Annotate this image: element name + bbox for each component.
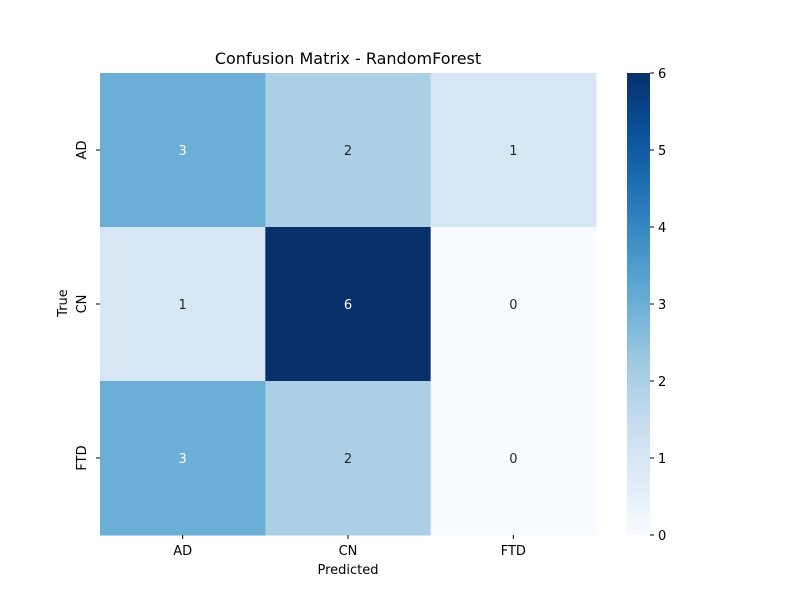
colorbar-tick-label: 6 (658, 67, 666, 82)
cell-annotation: 3 (179, 144, 187, 159)
cell-annotation: 2 (344, 452, 352, 467)
x-tick-label: FTD (501, 544, 526, 559)
colorbar-tick-label: 2 (658, 375, 666, 390)
cell-annotation: 0 (509, 452, 517, 467)
heatmap-cell-ftd-cn (265, 381, 432, 536)
colorbar-tick-label: 5 (658, 144, 666, 159)
x-tick-label: CN (339, 544, 358, 559)
heatmap-cell-ad-ftd (430, 73, 597, 228)
x-axis-label: Predicted (317, 563, 378, 578)
y-axis: AD CN FTD (75, 141, 100, 471)
x-axis: AD CN FTD (173, 535, 526, 559)
heatmap-cell-ad-cn (265, 73, 432, 228)
chart-title: Confusion Matrix - RandomForest (215, 49, 481, 68)
y-axis-label: True (56, 289, 71, 318)
colorbar-tick-label: 3 (658, 298, 666, 313)
y-tick-label: CN (75, 295, 90, 314)
y-tick-label: AD (75, 141, 90, 160)
colorbar-tick-label: 4 (658, 221, 666, 236)
colorbar-ticks: 0 1 2 3 4 5 6 (650, 67, 666, 544)
x-tick-label: AD (173, 544, 192, 559)
heatmap-cell-cn-cn (265, 227, 432, 382)
heatmap-cells: 3 2 1 1 6 0 3 2 0 (100, 73, 597, 536)
heatmap-cell-cn-ftd (430, 227, 597, 382)
cell-annotation: 2 (344, 144, 352, 159)
cell-annotation: 3 (179, 452, 187, 467)
y-tick-label: FTD (75, 445, 90, 470)
heatmap-cell-ftd-ftd (430, 381, 597, 536)
heatmap-cell-cn-ad (100, 227, 266, 382)
cell-annotation: 1 (509, 144, 517, 159)
colorbar (627, 73, 650, 535)
heatmap-cell-ftd-ad (100, 381, 266, 536)
cell-annotation: 6 (344, 298, 352, 313)
colorbar-tick-label: 0 (658, 529, 666, 544)
colorbar-tick-label: 1 (658, 452, 666, 467)
heatmap-cell-ad-ad (100, 73, 266, 228)
cell-annotation: 0 (509, 298, 517, 313)
cell-annotation: 1 (179, 298, 187, 313)
